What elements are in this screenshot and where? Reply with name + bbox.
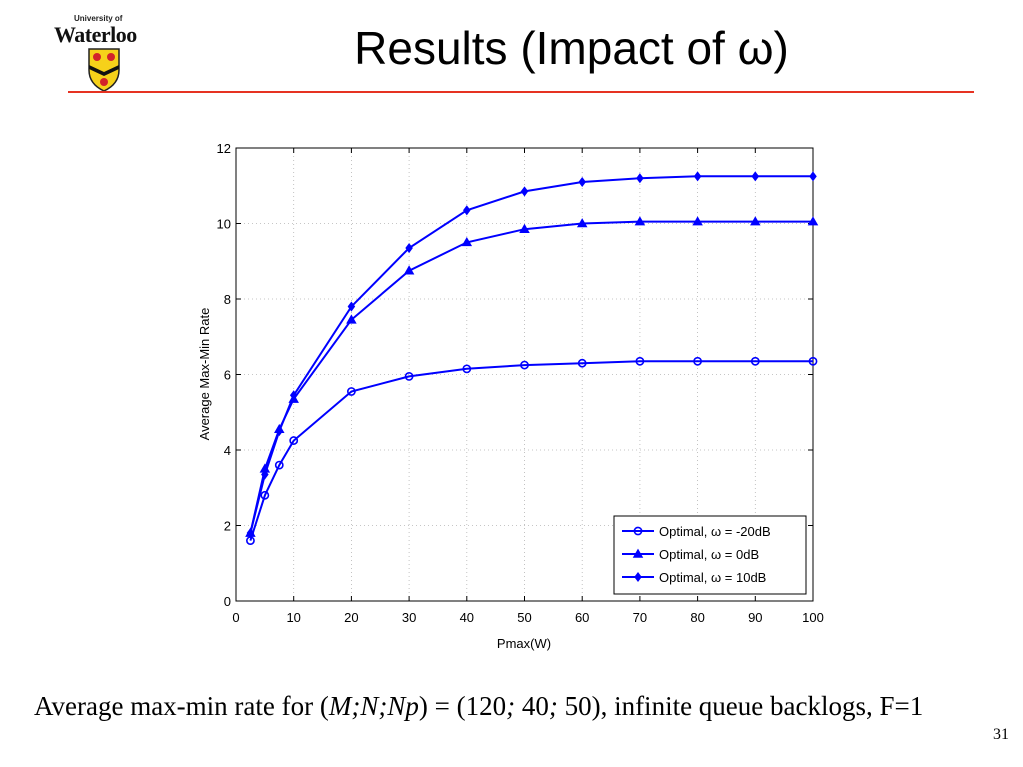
data-point-marker — [260, 490, 270, 500]
caption-text-2: ) = (120 — [418, 691, 507, 721]
series-line — [249, 360, 813, 541]
legend-marker — [633, 526, 643, 536]
data-point-marker — [275, 426, 284, 437]
series-3 — [246, 171, 817, 539]
series-1 — [246, 356, 818, 545]
data-point-marker — [463, 205, 471, 216]
x-axis-label: Pmax(W) — [497, 636, 551, 651]
x-tick-label: 20 — [344, 610, 358, 625]
legend: Optimal, ω = -20dB Optimal, ω = 0dB Optima… — [613, 515, 807, 595]
series-2 — [245, 216, 819, 537]
data-point-marker — [809, 171, 817, 182]
data-point-marker — [576, 218, 588, 228]
data-point-marker — [403, 265, 415, 275]
data-point-marker — [634, 216, 646, 226]
data-point-marker — [577, 358, 587, 368]
data-point-marker — [274, 460, 284, 470]
data-point-marker — [807, 216, 819, 226]
x-tick-label: 100 — [802, 610, 824, 625]
crest-icon — [88, 48, 120, 92]
data-point-marker — [246, 528, 255, 539]
logo-university-of: University of — [74, 14, 123, 23]
y-tick-label: 0 — [224, 594, 231, 609]
x-tick-label: 60 — [575, 610, 589, 625]
data-point-marker — [693, 356, 702, 366]
data-point-marker — [462, 364, 472, 374]
caption-separator-1: ; — [506, 691, 516, 721]
caption-text-4: 50), infinite queue backlogs, F=1 — [557, 691, 924, 721]
legend-label: Optimal, ω = 10dB — [659, 570, 766, 585]
y-tick-label: 8 — [224, 292, 231, 307]
data-point-marker — [520, 186, 529, 197]
x-tick-label: 10 — [286, 610, 300, 625]
y-axis-label: Average Max-Min Rate — [197, 308, 212, 441]
series-line — [249, 175, 813, 534]
legend-marker — [634, 571, 642, 583]
data-point-marker — [636, 173, 644, 184]
x-tick-label: 80 — [690, 610, 704, 625]
caption-text-1: Average max-min rate for ( — [34, 691, 329, 721]
data-point-marker — [635, 356, 645, 366]
data-point-marker — [346, 314, 357, 324]
caption-text-3: 40 — [515, 691, 549, 721]
x-tick-label: 50 — [517, 610, 531, 625]
x-tick-label: 40 — [460, 610, 474, 625]
slide-caption: Average max-min rate for (M;N;Np) = (120… — [34, 690, 999, 722]
y-tick-label: 10 — [217, 217, 231, 232]
caption-separator-2: ; — [548, 691, 558, 721]
y-tick-label: 6 — [224, 368, 231, 383]
university-logo: University of Waterloo — [52, 14, 154, 92]
data-point-marker — [750, 216, 761, 226]
data-point-marker — [578, 176, 586, 188]
data-point-marker — [751, 171, 760, 182]
y-tick-label: 12 — [217, 141, 231, 156]
data-point-marker — [808, 356, 818, 366]
data-point-marker — [461, 236, 473, 247]
data-point-marker — [520, 360, 529, 370]
y-tick-label: 4 — [224, 443, 231, 458]
data-point-marker — [346, 387, 356, 396]
legend-label: Optimal, ω = -20dB — [659, 524, 771, 539]
data-point-marker — [347, 301, 356, 312]
slide-title: Results (Impact of ω) — [354, 22, 789, 74]
data-point-marker — [289, 390, 298, 401]
title-underline — [68, 91, 974, 93]
data-point-marker — [693, 171, 702, 182]
data-point-marker — [519, 223, 530, 233]
series-layer — [245, 171, 819, 545]
x-tick-label: 0 — [232, 610, 239, 625]
x-tick-label: 30 — [402, 610, 416, 625]
data-point-marker — [750, 356, 760, 366]
legend-label: Optimal, ω = 0dB — [659, 547, 759, 562]
axis-ticks: 0 10 20 30 40 50 60 70 80 90 100 0 2 4 6 8 10 12 — [217, 141, 824, 625]
series-line — [249, 220, 813, 534]
data-point-marker — [692, 216, 703, 226]
logo-waterloo: Waterloo — [54, 22, 137, 47]
legend-marker — [632, 548, 644, 558]
data-point-marker — [405, 243, 413, 254]
x-tick-label: 90 — [748, 610, 762, 625]
data-point-marker — [261, 469, 269, 480]
data-point-marker — [289, 436, 299, 445]
caption-variables: M;N;Np — [328, 691, 419, 721]
data-point-marker — [404, 371, 414, 381]
y-tick-label: 2 — [224, 519, 231, 534]
page-number: 31 — [993, 726, 1009, 743]
x-tick-label: 70 — [633, 610, 647, 625]
